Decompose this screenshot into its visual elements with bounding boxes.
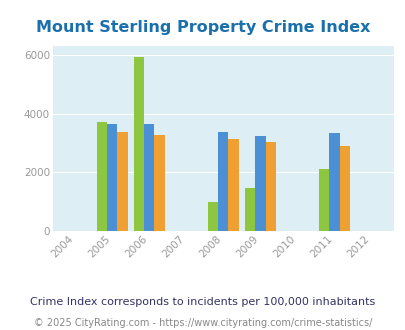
Bar	[318, 169, 328, 231]
Bar	[255, 136, 265, 231]
Text: © 2025 CityRating.com - https://www.cityrating.com/crime-statistics/: © 2025 CityRating.com - https://www.city…	[34, 318, 371, 328]
Bar	[133, 57, 144, 231]
Bar	[107, 124, 117, 231]
Bar	[117, 132, 127, 231]
Bar	[217, 132, 228, 231]
Bar	[265, 143, 275, 231]
Bar	[96, 122, 107, 231]
Text: Crime Index corresponds to incidents per 100,000 inhabitants: Crime Index corresponds to incidents per…	[30, 297, 375, 307]
Bar	[339, 146, 349, 231]
Bar	[328, 133, 339, 231]
Text: Mount Sterling Property Crime Index: Mount Sterling Property Crime Index	[36, 20, 369, 35]
Bar	[244, 188, 255, 231]
Bar	[207, 202, 217, 231]
Bar	[228, 139, 238, 231]
Bar	[154, 135, 164, 231]
Bar	[144, 124, 154, 231]
